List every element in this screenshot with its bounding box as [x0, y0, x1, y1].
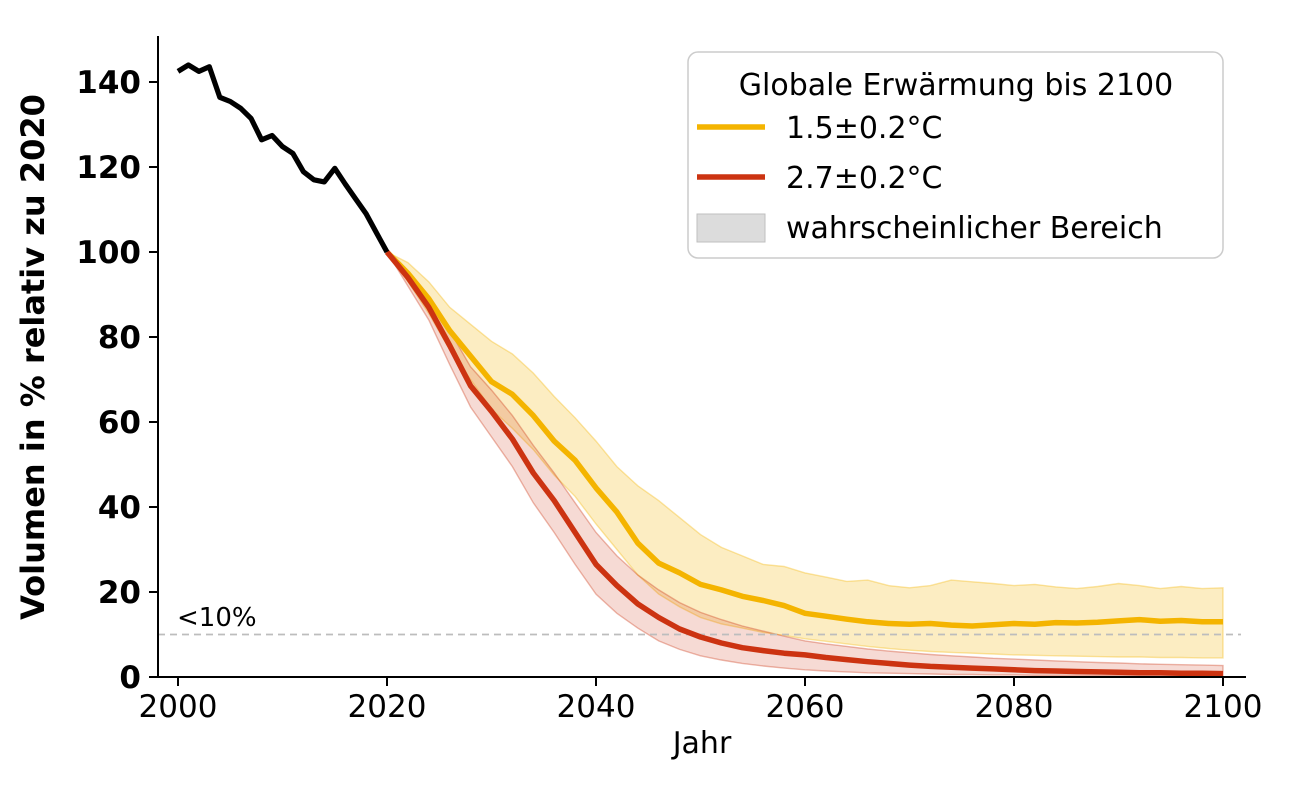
legend-label-2-7C: 2.7±0.2°C [786, 161, 943, 196]
legend-title: Globale Erwärmung bis 2100 [739, 68, 1173, 103]
y-tick-label: 80 [98, 320, 141, 356]
legend-label-1-5C: 1.5±0.2°C [786, 111, 943, 146]
y-axis-title: Volumen in % relativ zu 2020 [14, 94, 52, 620]
y-tick-label: 40 [98, 490, 141, 526]
y-tick-label: 140 [76, 65, 141, 101]
historical-line [176, 62, 390, 254]
scenario_2_7C-line [384, 250, 1224, 677]
axes: 2000 2020 2040 2060 2080 2100 020406080100120… [14, 36, 1262, 761]
y-tick-label: 0 [119, 660, 141, 696]
scenario_2_7C-uncertainty-band [386, 251, 1224, 677]
series-lines [176, 62, 1224, 677]
x-tick-label: 2040 [557, 689, 636, 725]
x-tick-label: 2060 [766, 689, 845, 725]
y-tick-label: 60 [98, 405, 141, 441]
y-tick-label: 120 [76, 150, 141, 186]
legend-label-likely-range: wahrscheinlicher Bereich [786, 211, 1163, 246]
x-tick-label: 2100 [1184, 689, 1263, 725]
scenario_1_5C-line [385, 250, 1223, 629]
x-tick-label: 2020 [348, 689, 427, 725]
y-tick-label: 100 [76, 235, 141, 271]
legend-box [687, 51, 1224, 259]
x-axis-ticks: 2000 2020 2040 2060 2080 2100 [139, 677, 1263, 725]
legend: Globale Erwärmung bis 2100 1.5±0.2°C 2.7… [687, 51, 1224, 259]
x-tick-label: 2000 [139, 689, 218, 725]
y-axis-ticks: 0 20 40 60 80 100 120 140 [76, 65, 158, 696]
x-axis-title: Jahr [671, 726, 732, 761]
legend-swatch-likely-range-patch [696, 213, 766, 243]
x-tick-label: 2080 [975, 689, 1054, 725]
y-tick-label: 20 [98, 575, 141, 611]
threshold-label: <10% [177, 603, 257, 633]
